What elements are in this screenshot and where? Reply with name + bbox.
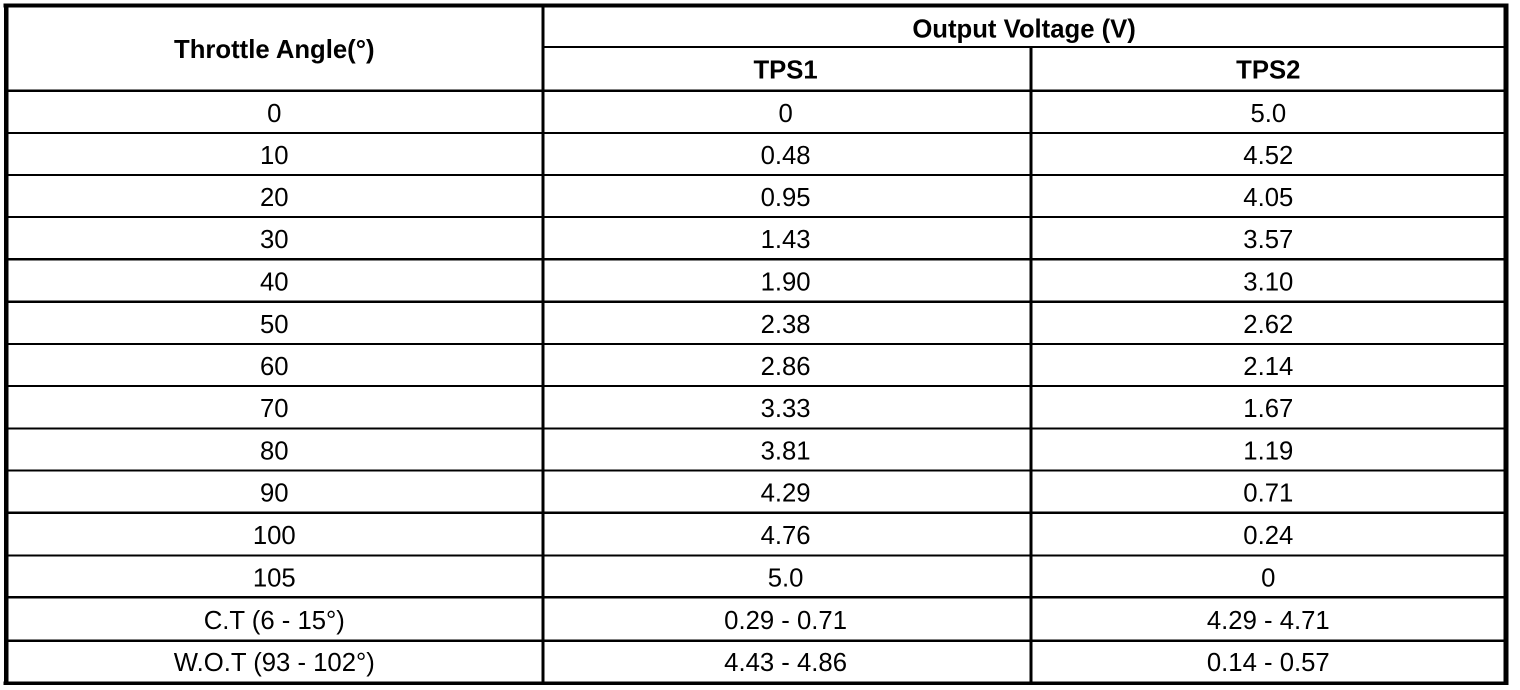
svg-text:2.14: 2.14	[1243, 353, 1293, 381]
svg-text:5.0: 5.0	[768, 564, 804, 592]
svg-text:1.43: 1.43	[761, 226, 811, 254]
svg-text:4.29 - 4.71: 4.29 - 4.71	[1207, 607, 1330, 635]
svg-text:3.10: 3.10	[1243, 269, 1293, 297]
svg-text:105: 105	[253, 564, 296, 592]
svg-text:3.33: 3.33	[761, 395, 811, 423]
svg-text:40: 40	[260, 269, 289, 297]
svg-text:TPS1: TPS1	[753, 57, 817, 85]
svg-text:TPS2: TPS2	[1236, 57, 1300, 85]
svg-text:Output Voltage (V): Output Voltage (V)	[912, 15, 1136, 43]
svg-text:90: 90	[260, 480, 289, 508]
svg-text:0.14 - 0.57: 0.14 - 0.57	[1207, 649, 1330, 677]
svg-text:50: 50	[260, 311, 289, 339]
svg-text:0: 0	[267, 100, 281, 128]
svg-text:0.24: 0.24	[1243, 522, 1293, 550]
svg-text:0.71: 0.71	[1243, 480, 1293, 508]
svg-text:20: 20	[260, 184, 289, 212]
svg-text:1.19: 1.19	[1243, 438, 1293, 466]
svg-text:60: 60	[260, 353, 289, 381]
svg-text:1.90: 1.90	[761, 269, 811, 297]
svg-text:1.67: 1.67	[1243, 395, 1293, 423]
svg-text:3.81: 3.81	[761, 438, 811, 466]
svg-text:4.05: 4.05	[1243, 184, 1293, 212]
svg-text:0.48: 0.48	[761, 142, 811, 170]
svg-text:80: 80	[260, 438, 289, 466]
svg-text:4.29: 4.29	[761, 480, 811, 508]
svg-text:4.76: 4.76	[761, 522, 811, 550]
svg-text:0.95: 0.95	[761, 184, 811, 212]
svg-text:Throttle Angle(°): Throttle Angle(°)	[174, 36, 375, 64]
svg-text:4.43 - 4.86: 4.43 - 4.86	[724, 649, 847, 677]
svg-text:2.62: 2.62	[1243, 311, 1293, 339]
svg-text:2.38: 2.38	[761, 311, 811, 339]
svg-text:3.57: 3.57	[1243, 226, 1293, 254]
svg-text:0: 0	[778, 100, 792, 128]
svg-text:C.T (6 - 15°): C.T (6 - 15°)	[204, 607, 345, 635]
svg-text:0.29 - 0.71: 0.29 - 0.71	[724, 607, 847, 635]
svg-text:70: 70	[260, 395, 289, 423]
svg-text:2.86: 2.86	[761, 353, 811, 381]
svg-text:10: 10	[260, 142, 289, 170]
svg-text:5.0: 5.0	[1250, 100, 1286, 128]
svg-text:0: 0	[1261, 564, 1275, 592]
svg-text:100: 100	[253, 522, 296, 550]
svg-text:4.52: 4.52	[1243, 142, 1293, 170]
svg-text:W.O.T (93 - 102°): W.O.T (93 - 102°)	[174, 649, 375, 677]
svg-text:30: 30	[260, 226, 289, 254]
